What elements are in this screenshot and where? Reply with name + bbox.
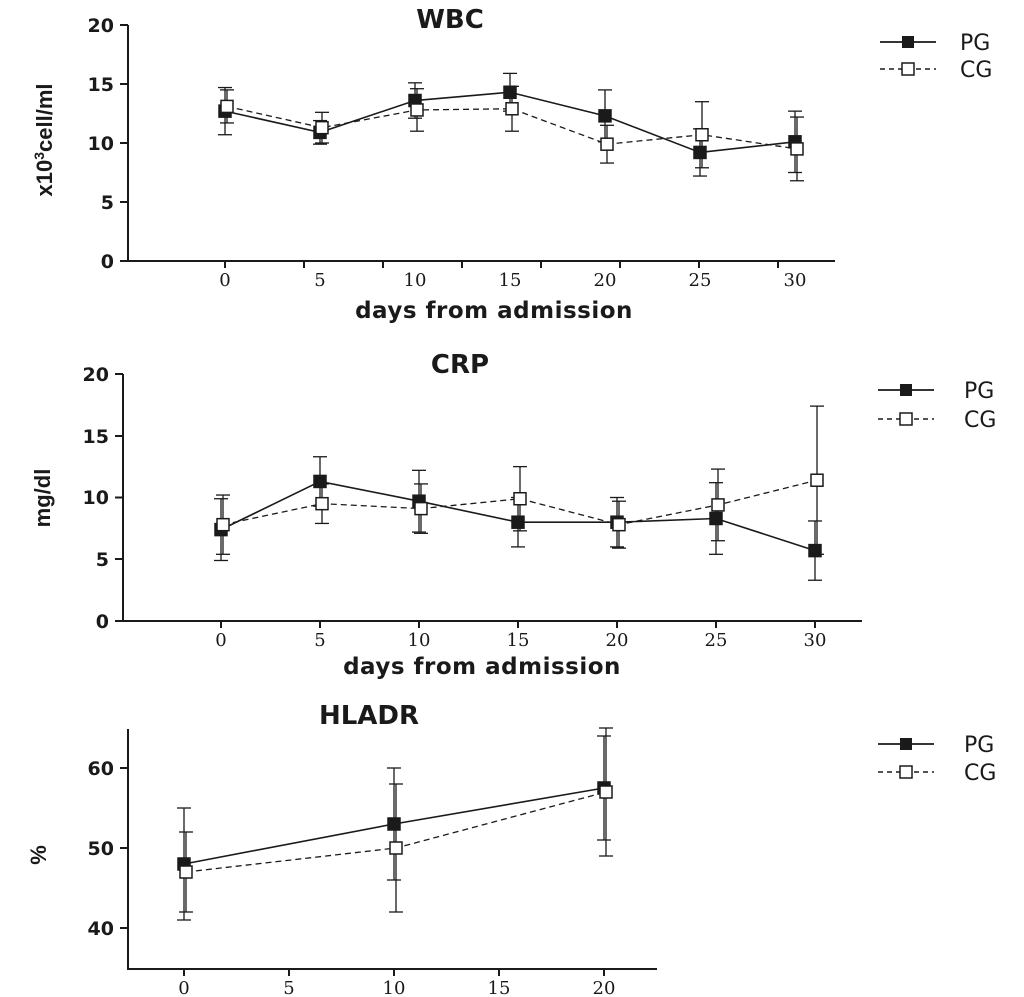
wbc-plot-area bbox=[218, 72, 804, 182]
wbc-panel: WBC x103cell/ml days from admission 0 5 … bbox=[31, 5, 992, 324]
wbc-point-cg bbox=[790, 142, 804, 156]
crp-point-pg bbox=[313, 474, 327, 489]
crp-xtick-label: 15 bbox=[507, 630, 530, 651]
legend-label-pg: PG bbox=[964, 733, 994, 758]
crp-point-cg bbox=[315, 496, 329, 511]
hladr-yticks: 60 50 40 bbox=[88, 758, 128, 940]
hladr-xticks: 0 5 10 15 20 bbox=[178, 969, 615, 997]
legend-marker-pg bbox=[902, 36, 914, 48]
wbc-ytick-label: 5 bbox=[101, 192, 114, 214]
crp-point-cg bbox=[513, 491, 527, 506]
wbc-point-cg bbox=[600, 137, 614, 151]
wbc-ylabel: x103cell/ml bbox=[31, 84, 57, 197]
crp-ytick-label: 10 bbox=[83, 487, 109, 509]
wbc-legend: PG CG bbox=[880, 31, 992, 83]
wbc-point-cg bbox=[505, 102, 519, 116]
wbc-yticks: 0 5 10 15 20 bbox=[88, 15, 128, 273]
hladr-xtick-label: 10 bbox=[383, 978, 406, 997]
hladr-ytick-label: 40 bbox=[88, 918, 114, 940]
crp-xtick-label: 30 bbox=[804, 630, 827, 651]
wbc-point-pg bbox=[598, 109, 612, 123]
crp-point-pg bbox=[808, 543, 822, 558]
legend-marker-pg bbox=[900, 384, 912, 396]
wbc-title: WBC bbox=[416, 5, 484, 35]
legend-marker-cg bbox=[901, 62, 915, 76]
wbc-ytick-label: 10 bbox=[88, 133, 114, 155]
legend-marker-pg bbox=[900, 738, 912, 750]
legend-label-pg: PG bbox=[964, 379, 994, 404]
hladr-point-cg bbox=[179, 865, 193, 879]
wbc-xtick-label: 25 bbox=[689, 270, 712, 291]
wbc-ytick-label: 15 bbox=[88, 74, 114, 96]
wbc-xtick-label: 15 bbox=[499, 270, 522, 291]
crp-xtick-label: 0 bbox=[215, 630, 226, 651]
legend-marker-cg bbox=[899, 765, 913, 779]
hladr-panel: HLADR % 60 50 40 0 5 10 15 20 bbox=[26, 701, 996, 997]
crp-ylabel: mg/dl bbox=[30, 469, 55, 528]
crp-point-cg bbox=[612, 517, 626, 532]
hladr-xtick-label: 0 bbox=[178, 978, 189, 997]
hladr-point-pg bbox=[387, 817, 401, 831]
wbc-point-cg bbox=[695, 127, 709, 142]
wbc-point-cg bbox=[315, 120, 329, 135]
hladr-xtick-label: 5 bbox=[283, 978, 294, 997]
hladr-legend: PG CG bbox=[878, 733, 996, 786]
hladr-point-cg bbox=[599, 785, 613, 799]
crp-xtick-label: 20 bbox=[606, 630, 629, 651]
crp-plot-area bbox=[214, 405, 824, 581]
wbc-xtick-label: 20 bbox=[594, 270, 617, 291]
crp-xtick-label: 25 bbox=[705, 630, 728, 651]
wbc-xtick-label: 0 bbox=[219, 270, 230, 291]
wbc-point-pg bbox=[503, 85, 517, 100]
hladr-axes bbox=[127, 729, 657, 970]
crp-ytick-label: 0 bbox=[96, 611, 109, 633]
crp-xlabel: days from admission bbox=[343, 654, 621, 680]
wbc-xtick-label: 5 bbox=[314, 270, 325, 291]
crp-legend: PG CG bbox=[878, 379, 996, 433]
crp-panel: CRP mg/dl days from admission 0 5 10 15 … bbox=[30, 350, 996, 680]
crp-xtick-label: 10 bbox=[408, 630, 431, 651]
hladr-ylabel: % bbox=[26, 845, 51, 865]
crp-point-cg bbox=[216, 517, 230, 532]
wbc-xlabel: days from admission bbox=[355, 298, 633, 324]
wbc-xticks: 0 5 10 15 20 25 30 bbox=[219, 261, 806, 291]
crp-axes bbox=[122, 374, 862, 622]
wbc-axes bbox=[127, 25, 835, 262]
hladr-plot-area bbox=[177, 727, 613, 921]
wbc-ytick-label: 20 bbox=[88, 15, 114, 37]
legend-label-pg: PG bbox=[960, 31, 990, 56]
crp-ytick-label: 20 bbox=[83, 364, 109, 386]
hladr-ytick-label: 50 bbox=[88, 838, 114, 860]
hladr-point-cg bbox=[389, 841, 403, 855]
crp-yticks: 0 5 10 15 20 bbox=[83, 364, 123, 633]
wbc-point-pg bbox=[693, 145, 707, 160]
hladr-xtick-label: 20 bbox=[593, 978, 616, 997]
legend-label-cg: CG bbox=[964, 408, 996, 433]
legend-marker-cg bbox=[899, 412, 913, 426]
crp-ytick-label: 5 bbox=[96, 549, 109, 571]
crp-point-cg bbox=[414, 501, 428, 516]
wbc-xtick-label: 10 bbox=[404, 270, 427, 291]
crp-point-pg bbox=[709, 511, 723, 526]
crp-ytick-label: 15 bbox=[83, 426, 109, 448]
crp-point-cg bbox=[711, 498, 725, 512]
hladr-title: HLADR bbox=[319, 701, 419, 731]
crp-point-pg bbox=[511, 515, 525, 529]
wbc-xtick-label: 30 bbox=[784, 270, 807, 291]
crp-point-cg bbox=[810, 473, 824, 487]
legend-label-cg: CG bbox=[960, 58, 992, 83]
crp-xtick-label: 5 bbox=[314, 630, 325, 651]
hladr-ytick-label: 60 bbox=[88, 758, 114, 780]
hladr-xtick-label: 15 bbox=[488, 978, 511, 997]
wbc-point-cg bbox=[410, 103, 424, 117]
legend-label-cg: CG bbox=[964, 761, 996, 786]
wbc-point-cg bbox=[220, 99, 234, 114]
wbc-ytick-label: 0 bbox=[101, 251, 114, 273]
crp-title: CRP bbox=[431, 350, 489, 380]
crp-xticks: 0 5 10 15 20 25 30 bbox=[215, 621, 826, 651]
